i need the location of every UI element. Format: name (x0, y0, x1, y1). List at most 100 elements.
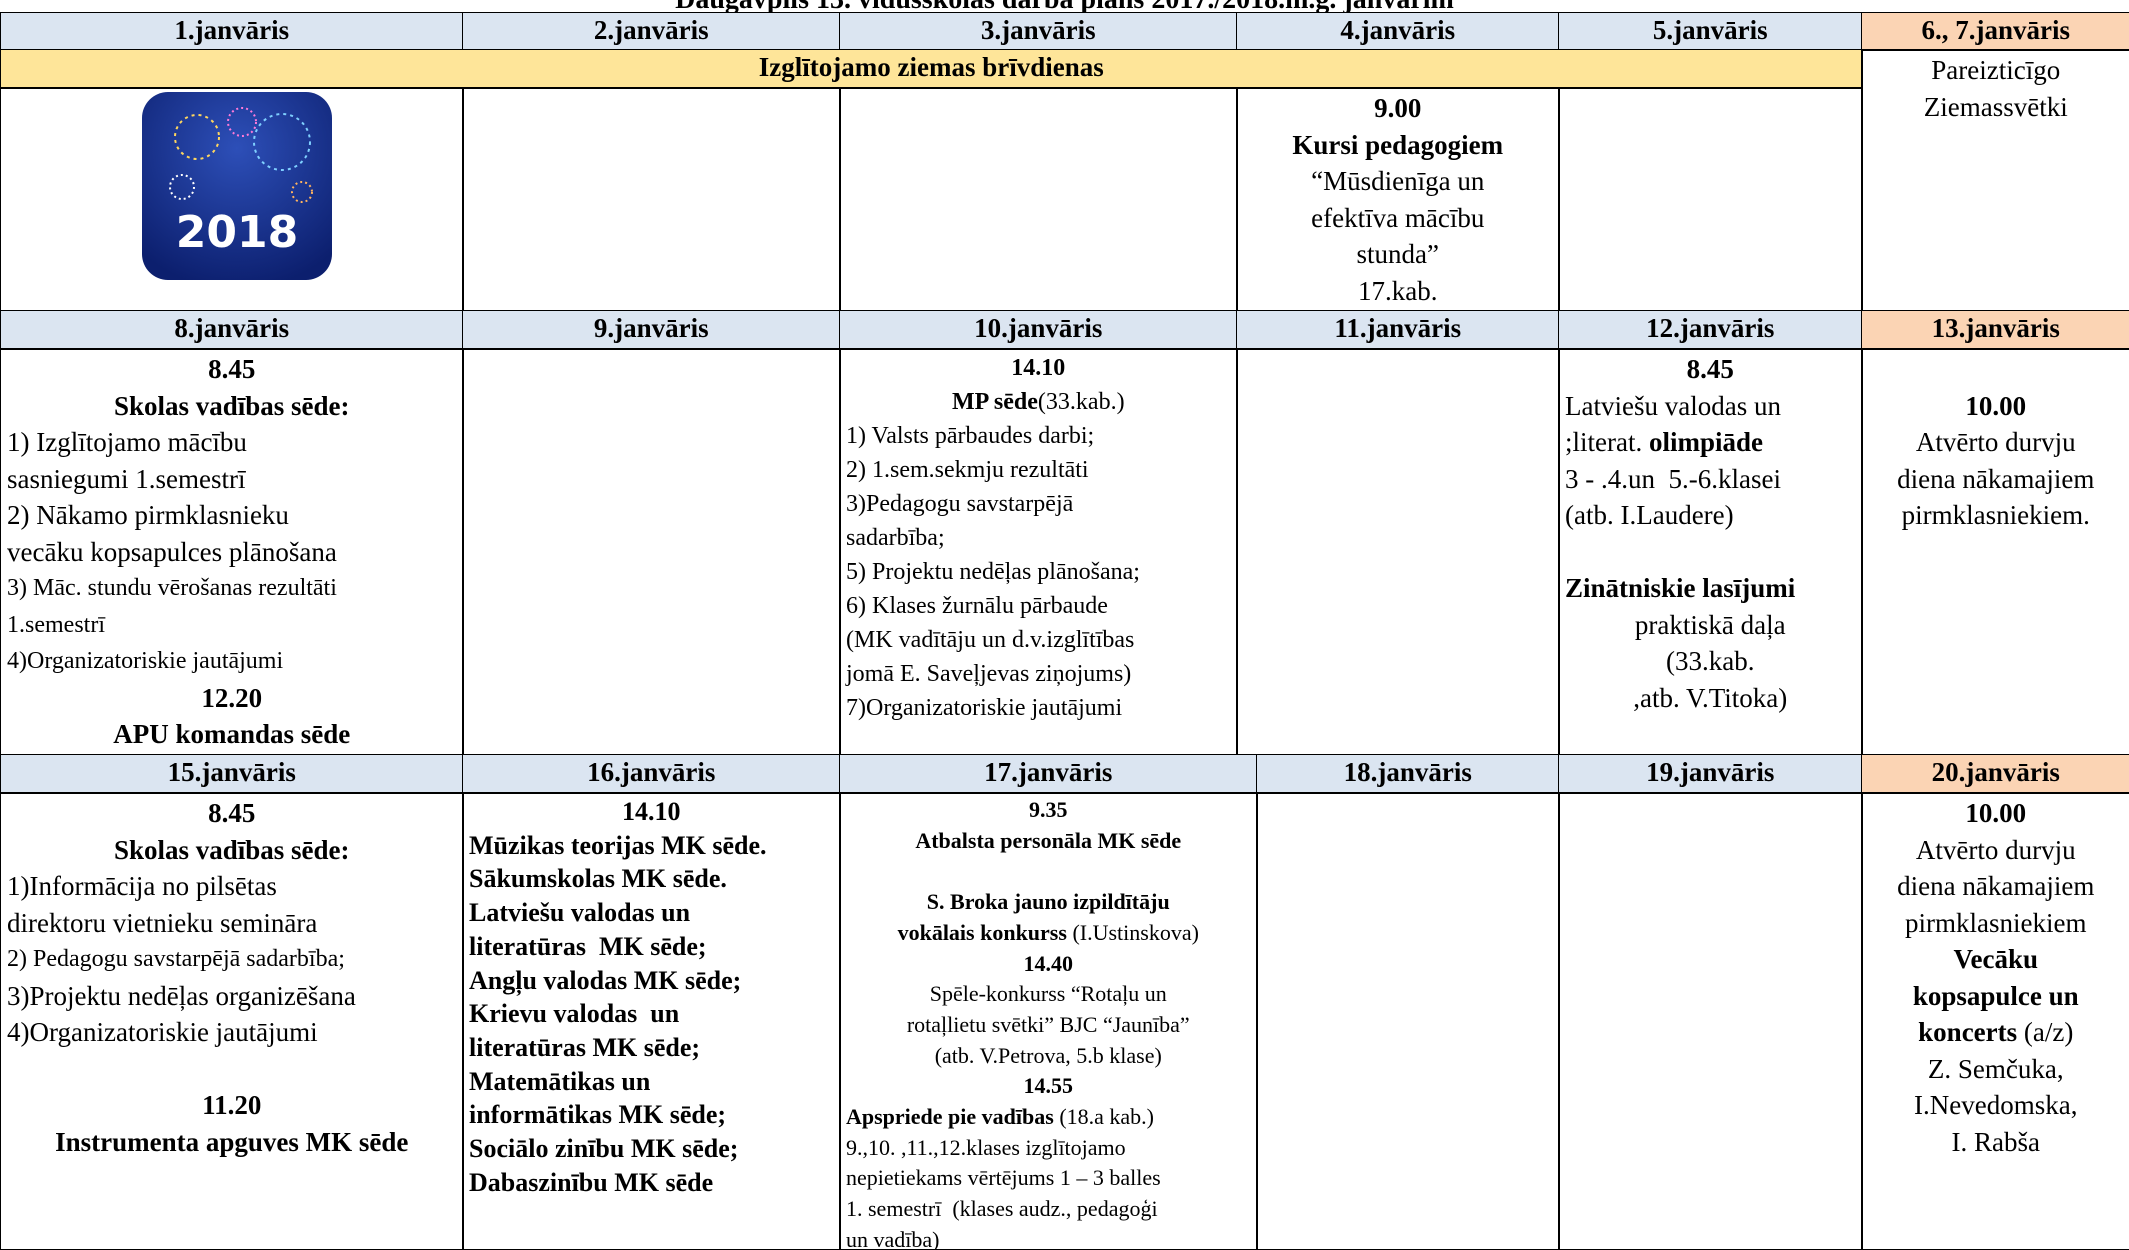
text-line: Atbalsta personāla MK sēde (915, 827, 1182, 853)
text-line: diena nākamajiem (1897, 463, 2095, 494)
day-cell: 8.45 Skolas vadības sēde: 1)Informācija no… (0, 792, 464, 1250)
day-cell: 9.35 Atbalsta personāla MK sēde S. Broka j… (839, 792, 1258, 1250)
day-header: 9.janvāris (462, 310, 841, 350)
text-line: direktoru vietnieku semināra (7, 907, 318, 938)
text-line: Sociālo zinību MK sēde; (469, 1134, 739, 1164)
text-line: jomā E. Saveļjevas ziņojums) (846, 661, 1132, 687)
text-line: pirmklasniekiem (1905, 907, 2087, 938)
text-line: 9.,10. ,11.,12.klases izglītojamo (846, 1134, 1126, 1160)
text-line: Ziemassvētki (1923, 91, 2068, 122)
text-line: Sākumskolas MK sēde. (469, 864, 727, 894)
text-line: 4)Organizatoriskie jautājumi (7, 1017, 318, 1047)
holiday-banner: Izglītojamo ziemas brīvdienas (0, 49, 1863, 89)
text-line: 1. semestrī (klases audz., pedagoģi (846, 1196, 1158, 1222)
day-cell: 10.00 Atvērto durvju diena nākamajiem pirmk… (1861, 792, 2129, 1250)
text-line: 14.10 (1011, 355, 1066, 381)
text-line: Atvērto durvju (1915, 834, 2076, 865)
text-run: (I.Ustinskova) (1066, 919, 1199, 945)
day-cell: 14.10 Mūzikas teorijas MK sēde. Sākumskola… (462, 792, 841, 1250)
day-cell (1558, 792, 1863, 1250)
text-line: literatūras MK sēde; (469, 931, 707, 961)
day-cell (462, 87, 841, 312)
text-line: 6) Klases žurnālu pārbaude (846, 593, 1108, 619)
text-line: I.Nevedomska, (1914, 1090, 2078, 1120)
text-line: pirmklasniekiem. (1901, 500, 2090, 530)
text-line: (atb. V.Petrova, 5.b klase) (934, 1042, 1162, 1068)
text-line: 2) Nākamo pirmklasnieku (7, 500, 289, 530)
text-line: rotaļlietu svētki” BJC “Jaunība” (906, 1011, 1190, 1037)
text-line: 5) Projektu nedēļas plānošana; (846, 559, 1140, 585)
day-header: 8.janvāris (0, 310, 464, 350)
day-cell (1558, 87, 1863, 312)
text-line: 1) Izglītojamo mācību (7, 427, 247, 457)
day-cell: 14.10 MP sēde(33.kab.) 1) Valsts pārbaudes… (839, 348, 1238, 756)
day-header: 20.janvāris (1861, 754, 2129, 794)
text-line: 14.40 (1023, 950, 1074, 976)
text-line: Skolas vadības sēde: (113, 390, 350, 421)
text-line: 1)Informācija no pilsētas (7, 871, 277, 901)
text-line: kopsapulce un (1912, 980, 2079, 1011)
text-line: (MK vadītāju un d.v.izglītības (846, 627, 1135, 653)
text-line: Spēle-konkurss “Rotaļu un (929, 981, 1167, 1007)
text-line: MP sēde(33.kab.) (846, 385, 1231, 419)
text-line: Mūzikas teorijas MK sēde. (469, 830, 767, 860)
text-line: S. Broka jauno izpildītāju (926, 889, 1170, 915)
text-line: informātikas MK sēde; (469, 1100, 727, 1130)
text-line: Apspriede pie vadības (18.a kab.) (846, 1102, 1251, 1133)
new-year-icon: 2018 (142, 92, 332, 280)
day-cell: 9.00 Kursi pedagogiem “Mūsdienīga un efektī… (1236, 87, 1560, 312)
day-header: 19.janvāris (1558, 754, 1863, 794)
text-line: 1) Valsts pārbaudes darbi; (846, 423, 1095, 449)
text-line: 3 - .4.un 5.-6.klasei (1565, 463, 1781, 494)
text-line: 11.20 (202, 1090, 262, 1120)
day-header: 3.janvāris (839, 12, 1238, 51)
icon-label: 2018 (176, 207, 298, 258)
text-line: 4)Organizatoriskie jautājumi (7, 648, 284, 674)
text-line: Kursi pedagogiem (1292, 129, 1504, 160)
text-line: 3) Māc. stundu vērošanas rezultāti (7, 575, 337, 601)
text-line: Pareizticīgo (1931, 55, 2061, 85)
text-line: (33.kab. (1666, 646, 1755, 676)
day-header: 18.janvāris (1256, 754, 1560, 794)
text-run: Apspriede pie vadības (846, 1104, 1054, 1130)
text-line: 17.kab. (1358, 275, 1438, 306)
text-line: vecāku kopsapulces plānošana (7, 536, 337, 567)
day-cell: 8.45 Latviešu valodas un ;literat. olimpiā… (1558, 348, 1863, 756)
text-line: Zinātniskie lasījumi (1565, 573, 1796, 603)
day-header: 12.janvāris (1558, 310, 1863, 350)
text-line: 8.45 (1686, 354, 1734, 384)
text-line: praktiskā daļa (1634, 609, 1786, 640)
day-cell (462, 348, 841, 756)
text-line: 9.35 (1029, 797, 1068, 822)
day-header: 13.janvāris (1861, 310, 2129, 350)
text-run: (33.kab.) (1037, 389, 1125, 415)
day-header: 16.janvāris (462, 754, 841, 794)
text-line: Vecāku (1953, 944, 2039, 974)
day-cell: 2018 (0, 87, 464, 312)
text-line: 9.00 (1374, 93, 1422, 123)
text-line: 7)Organizatoriskie jautājumi (846, 695, 1123, 721)
text-line: vokālais konkurss (I.Ustinskova) (846, 918, 1251, 949)
text-line: 3)Pedagogu savstarpējā (846, 491, 1074, 517)
text-line: koncerts (a/z) (1868, 1014, 2124, 1051)
text-line: 12.20 (201, 682, 263, 713)
text-run: MP sēde (951, 389, 1038, 415)
day-cell: 8.45 Skolas vadības sēde: 1) Izglītojamo m… (0, 348, 464, 756)
day-header: 4.janvāris (1236, 12, 1560, 51)
text-line: Krievu valodas un (469, 999, 680, 1029)
text-line: Skolas vadības sēde: (113, 834, 350, 865)
text-line: ;literat. olimpiāde (1565, 424, 1856, 461)
text-line: literatūras MK sēde; (469, 1032, 701, 1062)
text-line: Latviešu valodas un (469, 898, 691, 928)
text-line: “Mūsdienīga un (1311, 166, 1485, 196)
text-line: 8.45 (208, 354, 256, 384)
text-line: Matemātikas un (469, 1066, 651, 1096)
text-line: efektīva mācību (1311, 202, 1485, 233)
day-cell: Pareizticīgo Ziemassvētki (1861, 49, 2129, 312)
text-run: ;literat. (1565, 427, 1649, 457)
day-cell: 10.00 Atvērto durvju diena nākamajiem pirmk… (1861, 348, 2129, 756)
text-line: 10.00 (1965, 798, 2027, 828)
text-line: Z. Semčuka, (1927, 1053, 2064, 1084)
text-run: koncerts (1918, 1017, 2018, 1047)
